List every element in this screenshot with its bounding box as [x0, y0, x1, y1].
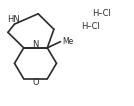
Text: H–Cl: H–Cl — [81, 22, 100, 31]
Text: N: N — [32, 40, 39, 49]
Text: Me: Me — [62, 37, 73, 46]
Text: HN: HN — [7, 15, 20, 24]
Text: O: O — [32, 78, 39, 87]
Text: H–Cl: H–Cl — [92, 9, 111, 18]
